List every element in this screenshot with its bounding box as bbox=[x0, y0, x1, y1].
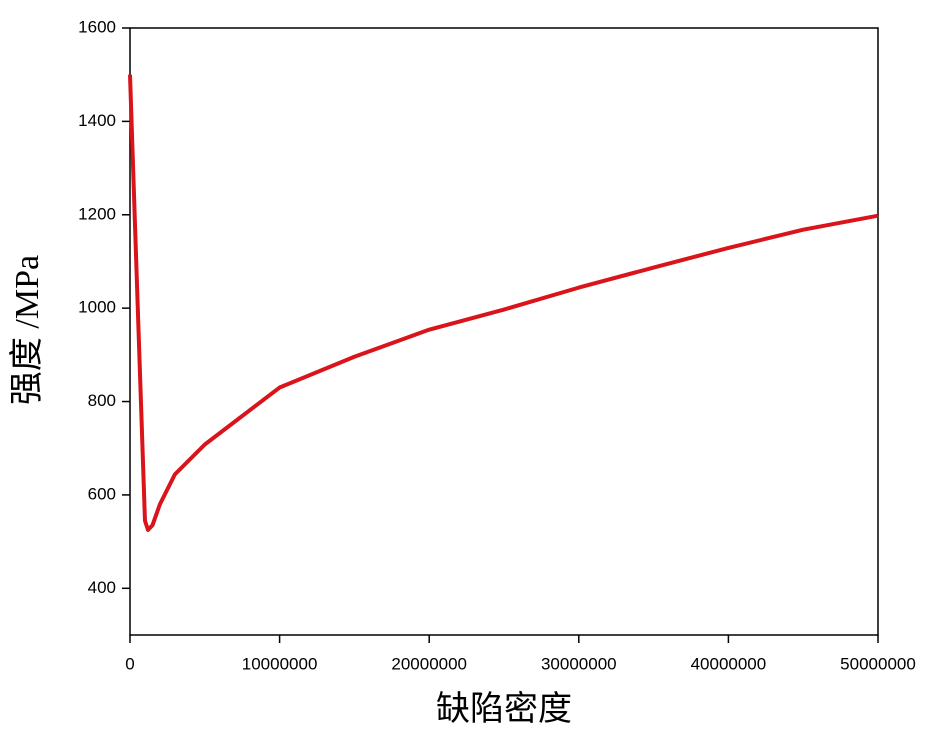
y-tick-label: 400 bbox=[88, 578, 116, 597]
y-tick-label: 1400 bbox=[78, 111, 116, 130]
y-tick-label: 800 bbox=[88, 391, 116, 410]
x-tick-label: 10000000 bbox=[242, 654, 318, 673]
y-tick-label: 1200 bbox=[78, 204, 116, 223]
y-tick-label: 1600 bbox=[78, 17, 116, 36]
x-tick-label: 50000000 bbox=[840, 654, 916, 673]
x-tick-label: 20000000 bbox=[391, 654, 467, 673]
y-axis-title: 强度 /MPa bbox=[8, 255, 46, 405]
x-tick-label: 30000000 bbox=[541, 654, 617, 673]
plot-frame bbox=[129, 27, 879, 636]
data-line bbox=[128, 74, 879, 532]
x-tick-label: 40000000 bbox=[691, 654, 767, 673]
y-tick-label: 600 bbox=[88, 484, 116, 503]
y-tick-label: 1000 bbox=[78, 298, 116, 317]
x-tick-label: 0 bbox=[125, 654, 134, 673]
x-axis-title: 缺陷密度 bbox=[436, 690, 572, 728]
